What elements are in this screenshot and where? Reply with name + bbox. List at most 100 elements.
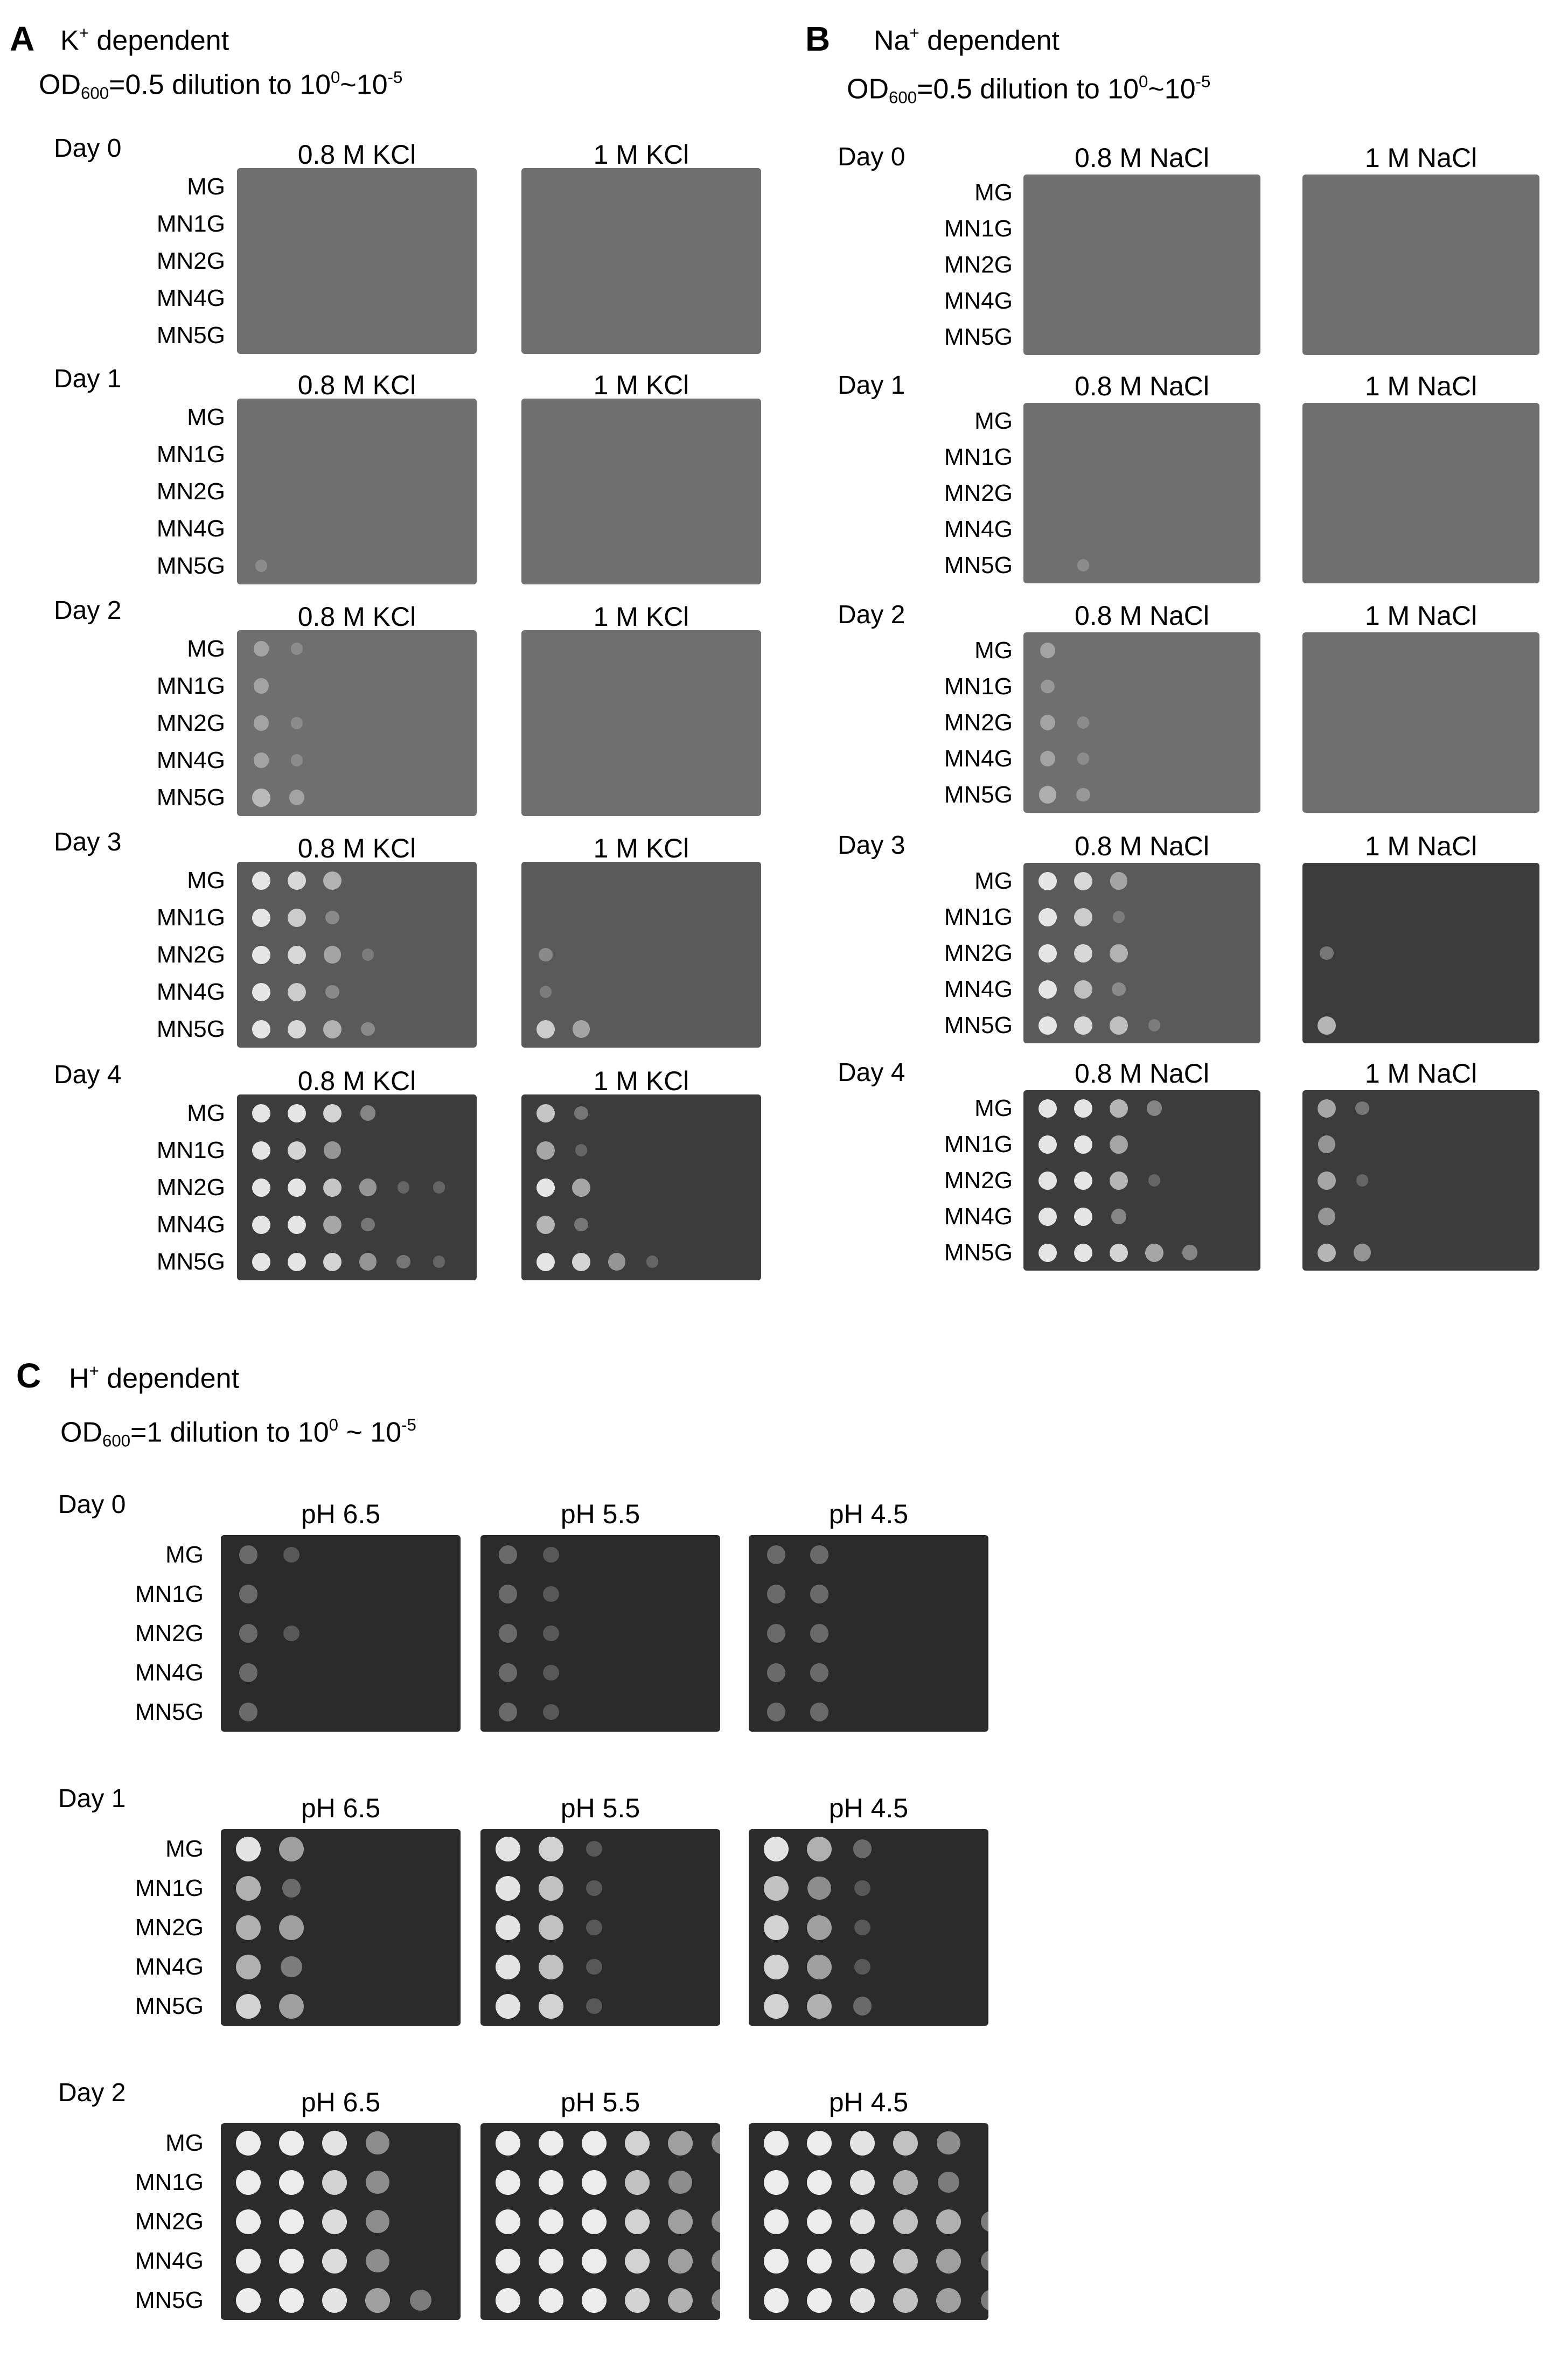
colony-spot (397, 1181, 410, 1194)
colony-spot (543, 1625, 559, 1642)
strain-label: MN2G (74, 2209, 204, 2234)
day-text: Day 3 (54, 828, 122, 856)
colony-spot (279, 2248, 304, 2274)
condition-label: 0.8 M KCl (237, 372, 477, 399)
colony-spot (539, 2288, 563, 2313)
strain-label: MN4G (883, 289, 1013, 313)
condition-text: 0.8 M NaCl (1074, 143, 1210, 173)
day-text: Day 0 (838, 143, 905, 171)
condition-text: 1 M KCl (593, 140, 689, 170)
strain-text: MN1G (135, 1580, 204, 1607)
colony-spot (936, 2288, 961, 2313)
condition-text: 0.8 M KCl (297, 140, 416, 170)
panel-letter-B: B (805, 22, 830, 56)
colony-spot (1074, 1099, 1092, 1118)
od-label: OD (39, 69, 81, 101)
colony-spot (279, 2288, 304, 2313)
colony-spot (712, 2209, 720, 2234)
strain-text: MG (187, 173, 225, 200)
colony-spot (279, 2170, 304, 2195)
colony-spot (582, 2130, 607, 2156)
colony-spot (1074, 944, 1092, 963)
strain-label: MN5G (883, 1013, 1013, 1037)
ion-charge: + (89, 1362, 99, 1380)
colony-spot (1074, 1207, 1092, 1226)
strain-label: MG (74, 1543, 204, 1567)
strain-label: MN5G (74, 1994, 204, 2018)
agar-plate (237, 1094, 477, 1280)
strain-text: MN1G (156, 441, 225, 468)
day-text: Day 0 (58, 1490, 126, 1519)
colony-spot (288, 1020, 306, 1038)
colony-spot (981, 2210, 988, 2233)
colony-spot (323, 1020, 342, 1038)
panel-letter-A: A (10, 22, 34, 56)
condition-text: 0.8 M KCl (297, 602, 416, 632)
day-text: Day 0 (54, 134, 122, 163)
colony-spot (668, 2209, 693, 2234)
colony-spot (764, 1875, 789, 1901)
strain-label: MN5G (883, 325, 1013, 349)
agar-plate (237, 630, 477, 816)
ion-charge: + (909, 24, 919, 43)
strain-label: MG (96, 405, 225, 429)
dilution-separator: ~ 10 (338, 1417, 402, 1448)
agar-plate (521, 399, 761, 584)
colony-spot (323, 871, 342, 890)
strain-label: MG (74, 1837, 204, 1861)
colony-spot (1074, 980, 1092, 999)
strain-label: MN1G (883, 217, 1013, 241)
strain-text: MN1G (135, 2168, 204, 2195)
condition-label: 0.8 M KCl (237, 1068, 477, 1094)
condition-label: 1 M KCl (521, 835, 761, 862)
strain-text: MN1G (944, 673, 1013, 700)
colony-spot (539, 1915, 563, 1940)
strain-text: MN1G (135, 1874, 204, 1901)
colony-spot (539, 1954, 563, 1979)
strain-label: MN4G (96, 517, 225, 541)
colony-spot (582, 2209, 607, 2234)
panel-title-C: H+ dependent (69, 1363, 239, 1392)
colony-spot (850, 2209, 875, 2234)
colony-spot (1039, 871, 1057, 890)
colony-spot (288, 1104, 306, 1122)
colony-spot (281, 1956, 302, 1978)
agar-plate (221, 1829, 461, 2026)
colony-spot (1110, 1099, 1128, 1118)
dilution-separator: ~10 (340, 69, 388, 101)
strain-text: MN2G (135, 1914, 204, 1941)
colony-spot (359, 1253, 377, 1271)
colony-spot (498, 1663, 518, 1682)
strain-text: MN4G (944, 515, 1013, 542)
condition-text: pH 5.5 (560, 1499, 640, 1529)
day-label: Day 2 (838, 602, 905, 628)
panel-letter-text: C (16, 1356, 41, 1395)
od-label: OD (60, 1417, 102, 1448)
strain-text: MN5G (156, 322, 225, 348)
condition-label: 1 M NaCl (1302, 1060, 1539, 1087)
colony-spot (646, 1256, 659, 1268)
condition-text: 1 M NaCl (1364, 1058, 1478, 1089)
colony-spot (290, 717, 303, 729)
colony-spot (712, 2288, 720, 2312)
agar-plate (521, 168, 761, 354)
colony-spot (536, 1215, 555, 1234)
colony-spot (236, 1954, 261, 1979)
strain-label: MN5G (74, 2286, 204, 2313)
strain-label: MN4G (883, 747, 1013, 771)
strain-label: MN2G (74, 1621, 204, 1645)
strain-text: MN2G (156, 1174, 225, 1201)
strain-text: MN4G (156, 747, 225, 773)
colony-spot (252, 1215, 270, 1234)
strain-text: MN5G (135, 2286, 204, 2313)
day-text: Day 2 (58, 2079, 126, 2107)
condition-text: 1 M NaCl (1364, 143, 1478, 173)
colony-spot (536, 1020, 555, 1038)
strain-text: MN5G (944, 781, 1013, 808)
condition-label: 0.8 M KCl (237, 835, 477, 862)
strain-label: MG (96, 1101, 225, 1125)
colony-spot (850, 2288, 875, 2313)
strain-text: MG (974, 407, 1013, 434)
colony-spot (1318, 1135, 1336, 1153)
agar-plate (1302, 175, 1539, 355)
